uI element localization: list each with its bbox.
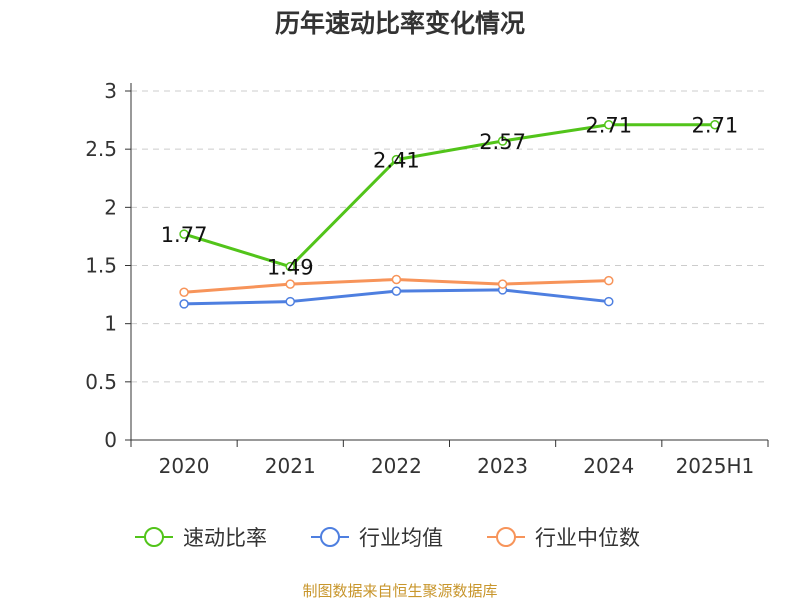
- y-tick-label: 1.5: [85, 254, 117, 278]
- data-labels: 1.77 1.49 2.41 2.57 2.71 2.71: [161, 114, 739, 280]
- data-point: [604, 296, 614, 307]
- data-point: [391, 274, 402, 285]
- data-label: 1.49: [267, 256, 314, 280]
- data-point: [391, 154, 402, 165]
- y-tick-label: 0.5: [85, 370, 117, 394]
- legend-label: 行业均值: [359, 526, 443, 550]
- data-point: [179, 287, 189, 298]
- data-label: 1.77: [161, 223, 208, 247]
- data-point: [497, 136, 508, 146]
- grid-lines: [131, 90, 768, 383]
- x-tick-label: 2024: [583, 454, 634, 478]
- chart-title: 历年速动比率变化情况: [275, 9, 525, 38]
- data-label: 2.71: [585, 114, 632, 138]
- series-group: [179, 119, 720, 309]
- y-tick-label: 1: [104, 312, 117, 336]
- legend-marker: [320, 527, 340, 547]
- data-point: [179, 299, 189, 309]
- axes: 0 0.5 1 1.5 2 2.5 3 2020 2021 2022 2023 2024 2025H1: [85, 79, 769, 478]
- data-label: 2.57: [479, 130, 526, 154]
- y-tick-label: 2.5: [85, 137, 117, 161]
- series-line: [182, 123, 717, 269]
- x-tick-label: 2023: [477, 454, 528, 478]
- data-label: 2.71: [692, 114, 739, 138]
- legend-item[interactable]: 速动比率: [135, 526, 267, 550]
- data-point: [179, 229, 189, 239]
- legend-item[interactable]: 行业均值: [311, 526, 443, 550]
- y-tick-label: 3: [104, 79, 117, 103]
- legend-marker: [144, 527, 164, 547]
- data-label: 2.41: [373, 149, 420, 173]
- data-point: [391, 286, 402, 296]
- legend-marker: [496, 527, 516, 547]
- data-point: [497, 279, 508, 289]
- data-point: [710, 119, 720, 130]
- data-point: [285, 279, 295, 289]
- x-tick-label: 2022: [371, 454, 422, 478]
- y-tick-label: 2: [104, 195, 117, 219]
- x-tick-label: 2020: [159, 454, 210, 478]
- data-point: [604, 119, 614, 130]
- legend-label: 速动比率: [183, 526, 267, 550]
- y-tick-label: 0: [104, 428, 117, 452]
- x-tick-label: 2025H1: [676, 454, 755, 478]
- data-point: [285, 261, 295, 272]
- legend-label: 行业中位数: [535, 526, 640, 550]
- x-tick-label: 2021: [265, 454, 316, 478]
- source-note: 制图数据来自恒生聚源数据库: [302, 582, 497, 600]
- legend[interactable]: 速动比率 行业均值 行业中位数: [135, 526, 640, 550]
- data-point: [285, 296, 295, 307]
- data-point: [604, 275, 614, 286]
- legend-item[interactable]: 行业中位数: [487, 526, 640, 550]
